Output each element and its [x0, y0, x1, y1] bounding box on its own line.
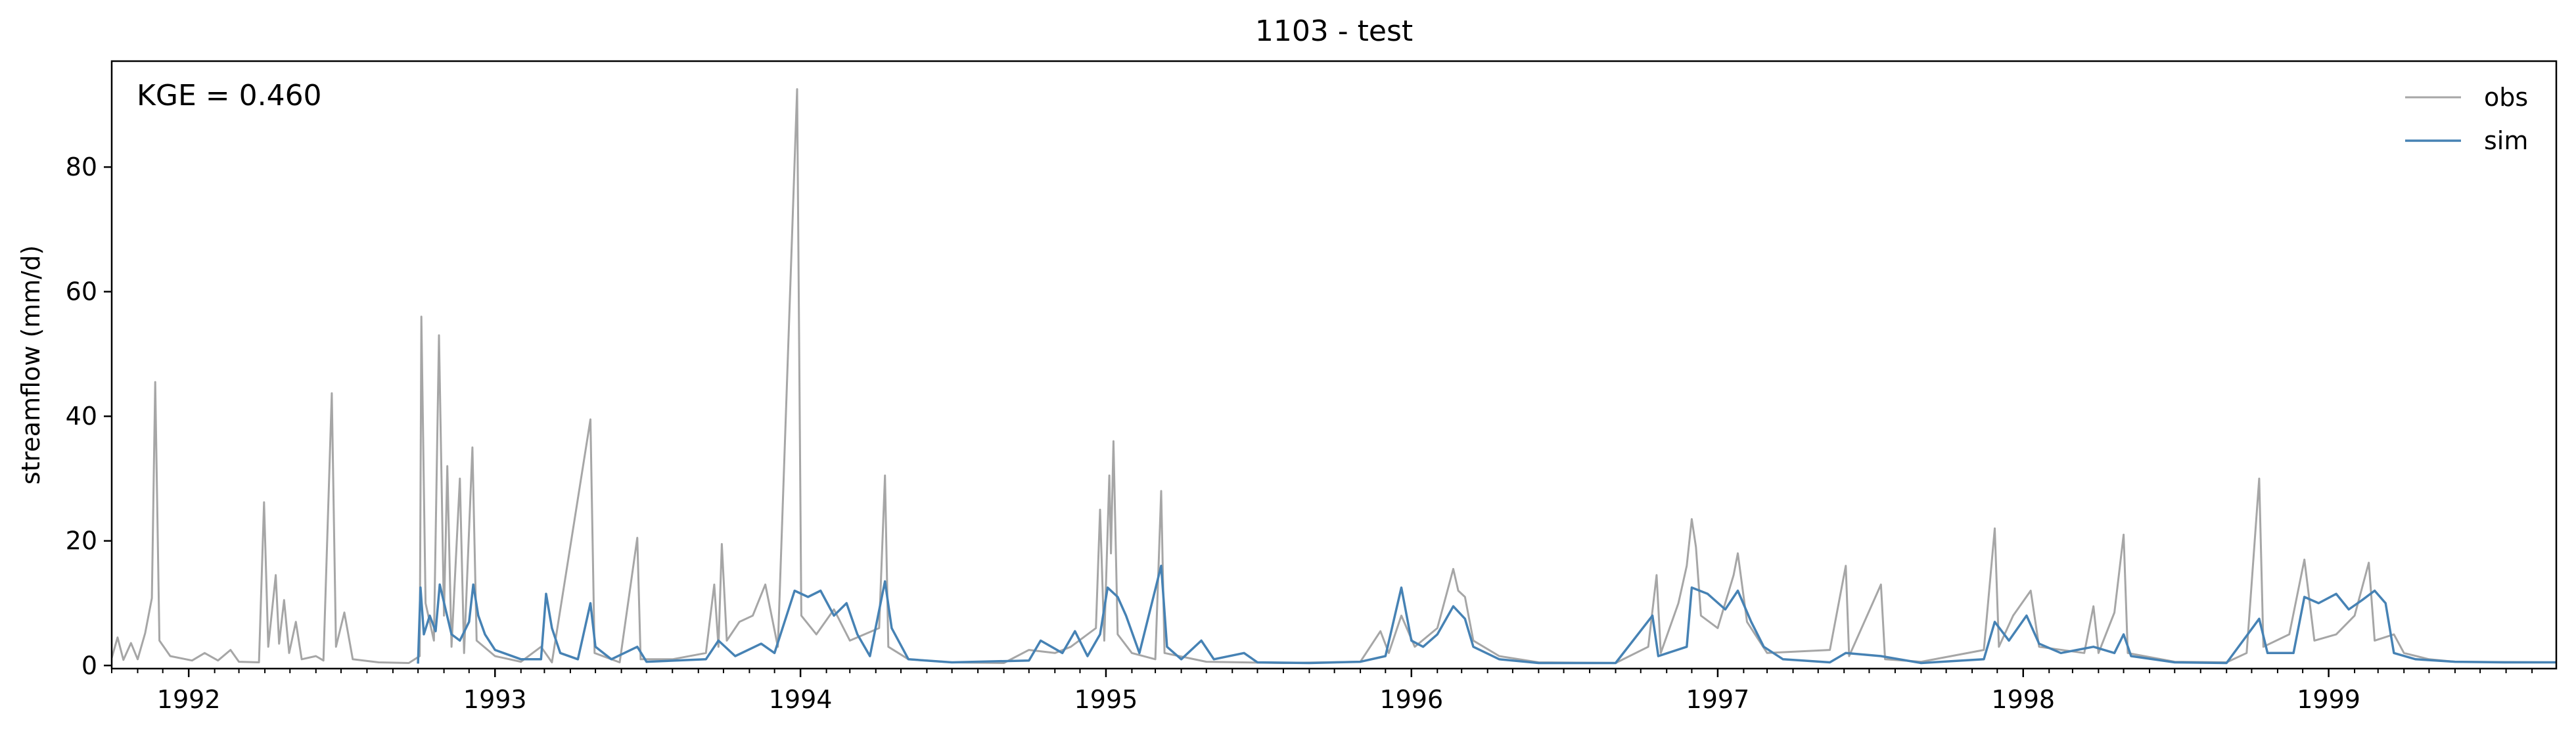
series-layer [112, 88, 2556, 665]
y-tick-label: 0 [81, 651, 97, 680]
x-tick-label: 1994 [769, 685, 833, 714]
series-line-sim [417, 564, 2556, 665]
y-tick-label: 80 [66, 153, 97, 181]
x-tick-label: 1995 [1074, 685, 1138, 714]
x-tick-label: 1998 [1991, 685, 2055, 714]
y-tick-label: 40 [66, 402, 97, 431]
plot-frame [110, 60, 2558, 670]
y-tick-label: 60 [66, 277, 97, 306]
plot-area [112, 88, 2556, 665]
x-tick-label: 1992 [157, 685, 221, 714]
y-axis-label: streamflow (mm/d) [16, 245, 45, 485]
x-tick-label: 1996 [1379, 685, 1443, 714]
legend: obs sim [2405, 83, 2528, 155]
y-tick-label: 20 [66, 527, 97, 556]
x-axis: 1992 1993 1994 1995 1996 1997 1998 1999 [111, 669, 2533, 714]
kge-annotation: KGE = 0.460 [137, 79, 322, 112]
x-tick-label: 1999 [2297, 685, 2360, 714]
legend-label-sim: sim [2484, 126, 2528, 155]
x-tick-label: 1997 [1686, 685, 1750, 714]
series-line-obs [112, 88, 2556, 664]
chart-title: 1103 - test [1255, 14, 1413, 48]
y-axis: 0 20 40 60 80 [66, 153, 112, 680]
x-tick-label: 1993 [463, 685, 527, 714]
legend-label-obs: obs [2484, 83, 2528, 112]
